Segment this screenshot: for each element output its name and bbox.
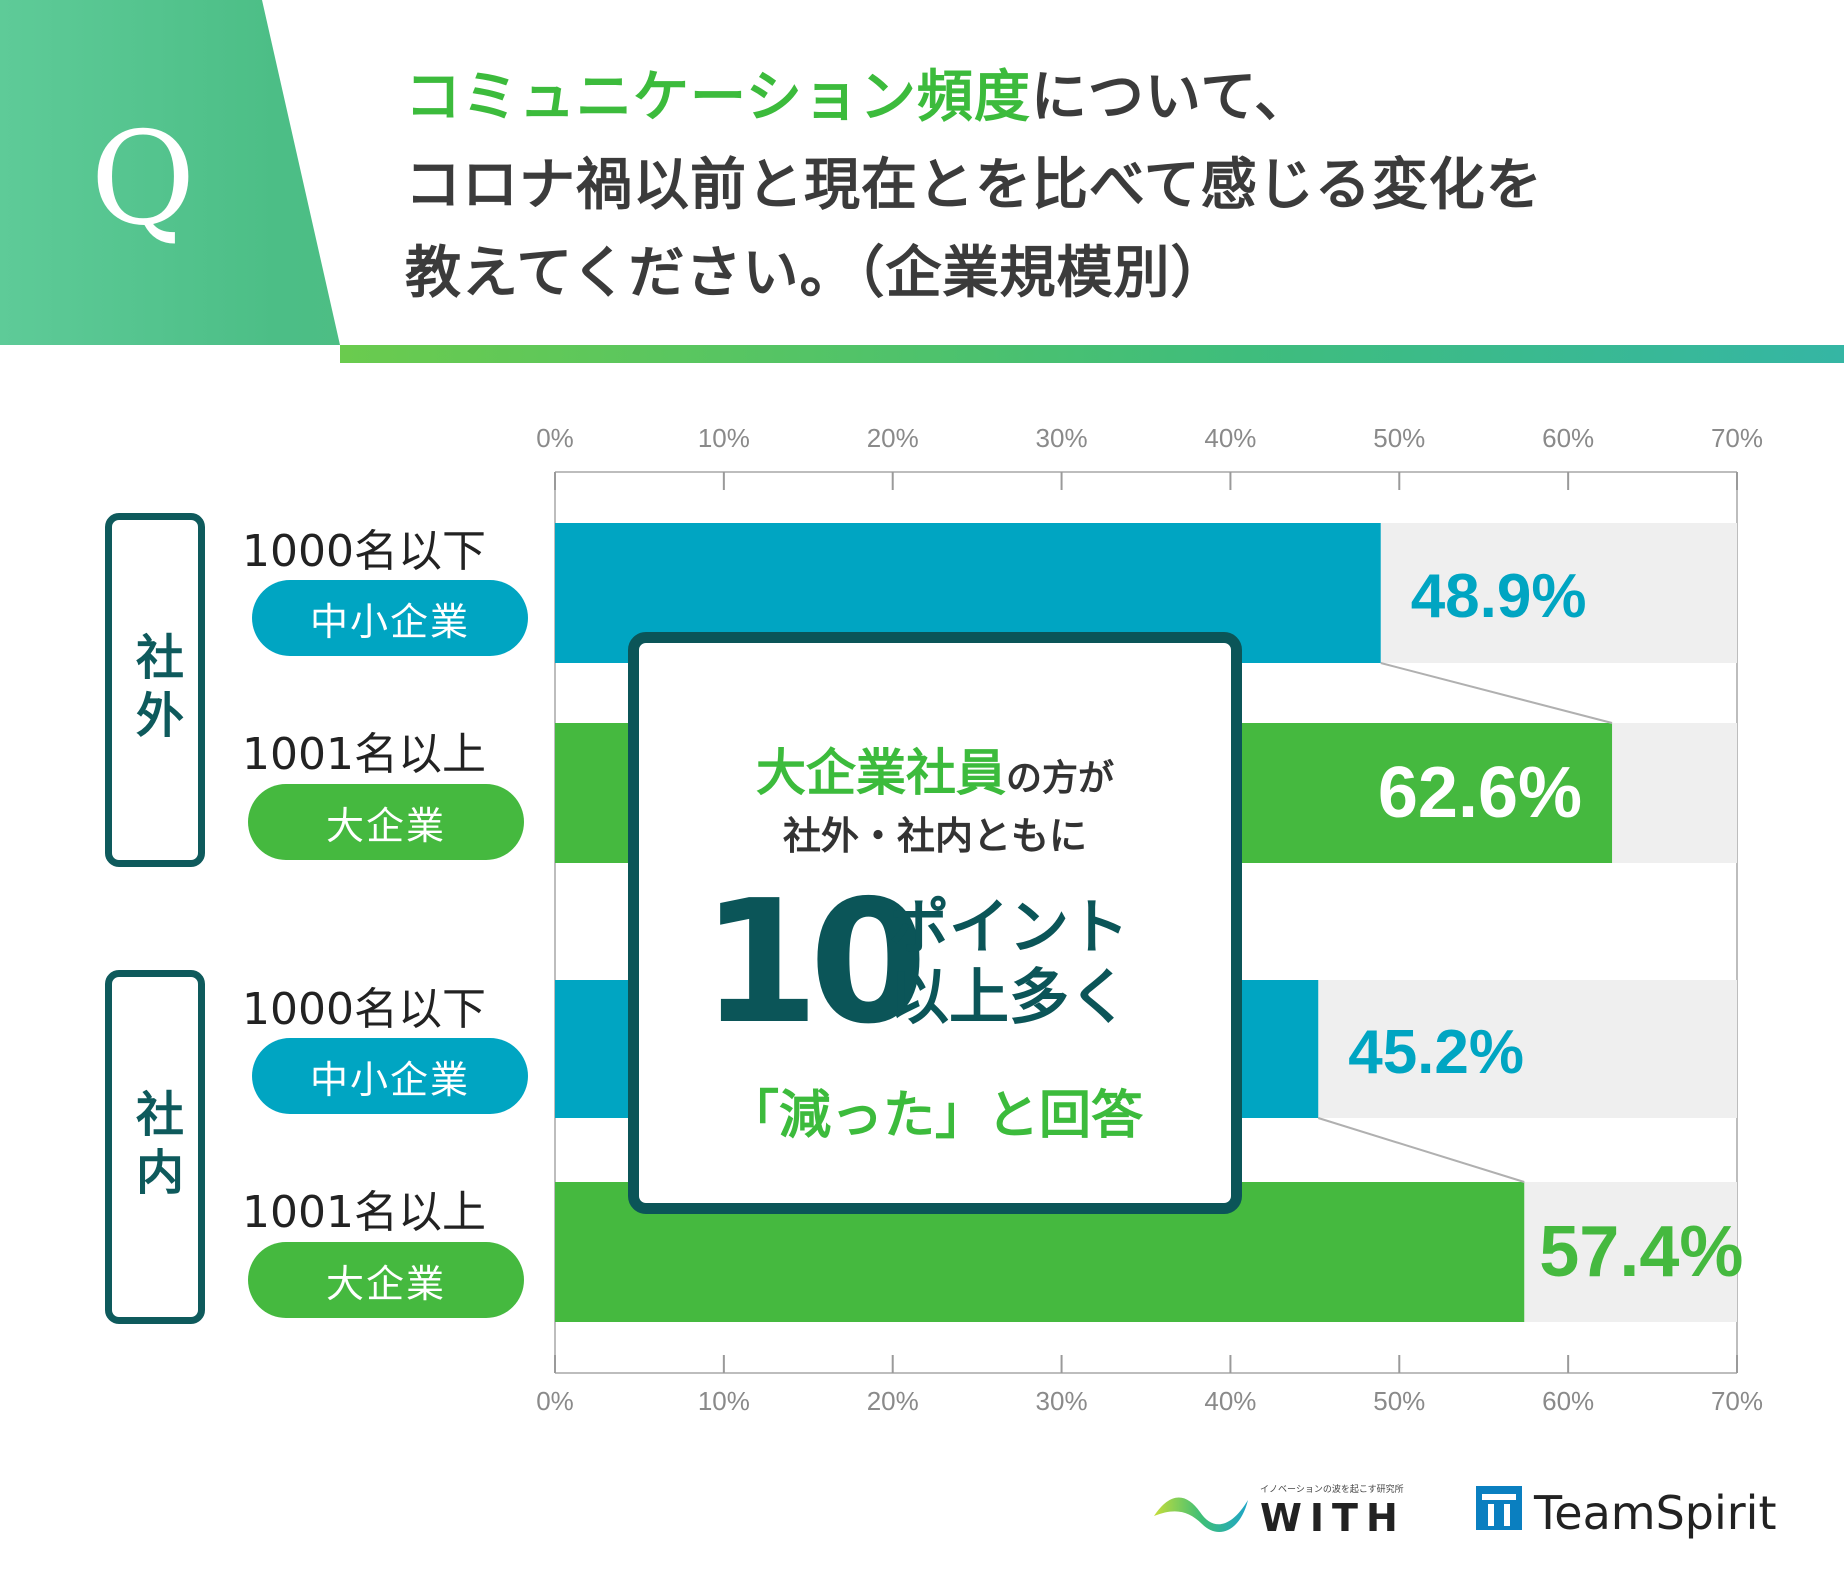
bottom-tick-label: 20% [867, 1386, 919, 1416]
connector-line [1380, 662, 1613, 724]
title-line-2: コロナ禍以前と現在とを比べて感じる変化を [405, 153, 1543, 218]
header-underline [340, 345, 1844, 363]
callout-big-number: 10 [701, 864, 928, 1062]
bottom-tick-label: 10% [698, 1386, 750, 1416]
teamspirit-mark-icon [1476, 1486, 1522, 1530]
bottom-tick-label: 60% [1542, 1386, 1594, 1416]
bottom-tick-label: 40% [1204, 1386, 1256, 1416]
connector-line [1317, 1117, 1525, 1183]
group-label-inside: 社内 [105, 970, 205, 1324]
bottom-tick-label: 30% [1036, 1386, 1088, 1416]
callout-line-1: 大企業社員の方が [639, 733, 1231, 805]
value-label: 62.6% [1378, 753, 1582, 833]
bottom-tick-label: 70% [1711, 1386, 1763, 1416]
top-tick-label: 50% [1373, 423, 1425, 453]
category-pill-large: 大企業 [248, 1242, 524, 1318]
category-pill-large: 大企業 [248, 784, 524, 860]
callout-line-1-rest: の方が [1005, 758, 1114, 799]
size-label: 1001名以上 [242, 1187, 486, 1238]
title-line-3: 教えてください。（企業規模別） [405, 241, 1228, 306]
callout-side-line-1: ポイント [889, 893, 1129, 963]
size-label: 1001名以上 [242, 729, 486, 780]
bottom-tick-label: 50% [1373, 1386, 1425, 1416]
bottom-tick-label: 0% [536, 1386, 574, 1416]
with-tagline: イノベーションの波を起こす研究所 [1260, 1485, 1404, 1495]
top-tick-label: 30% [1036, 423, 1088, 453]
top-tick-label: 40% [1204, 423, 1256, 453]
teamspirit-logo: TeamSpirit [1474, 1482, 1777, 1542]
size-label: 1000名以下 [242, 526, 486, 577]
top-tick-label: 70% [1711, 423, 1763, 453]
title-highlight: コミュニケーション頻度 [405, 65, 1031, 130]
callout-highlight: 大企業社員 [755, 744, 1006, 802]
teamspirit-name: TeamSpirit [1534, 1486, 1777, 1540]
question-mark-letter: Q [90, 105, 196, 254]
with-name: WITH [1260, 1496, 1406, 1540]
category-pill-small: 中小企業 [252, 580, 528, 656]
title-line-1: コミュニケーション頻度について、 [405, 52, 1311, 133]
with-wave-icon [1154, 1497, 1248, 1532]
callout-box: 大企業社員の方が 社外・社内ともに 10 ポイント 以上多く 「減った」と回答 [628, 632, 1242, 1214]
top-tick-label: 60% [1542, 423, 1594, 453]
top-tick-label: 20% [867, 423, 919, 453]
with-logo: イノベーションの波を起こす研究所 WITH [1152, 1482, 1412, 1546]
value-label: 57.4% [1539, 1212, 1743, 1292]
callout-line-2: 社外・社内ともに [782, 814, 1087, 858]
top-tick-label: 10% [698, 423, 750, 453]
value-label: 48.9% [1411, 562, 1587, 631]
category-pill-small: 中小企業 [252, 1038, 528, 1114]
size-label: 1000名以下 [242, 984, 486, 1035]
header-white-panel [262, 0, 1844, 345]
callout-side-line-2: 以上多く [889, 963, 1129, 1033]
callout-line-4: 「減った」と回答 [726, 1086, 1143, 1146]
callout-side-text: ポイント 以上多く [889, 893, 1129, 1033]
title-line-1-rest: について、 [1030, 65, 1312, 130]
group-label-outside: 社外 [105, 513, 205, 867]
value-label: 45.2% [1348, 1018, 1524, 1087]
top-tick-label: 0% [536, 423, 574, 453]
